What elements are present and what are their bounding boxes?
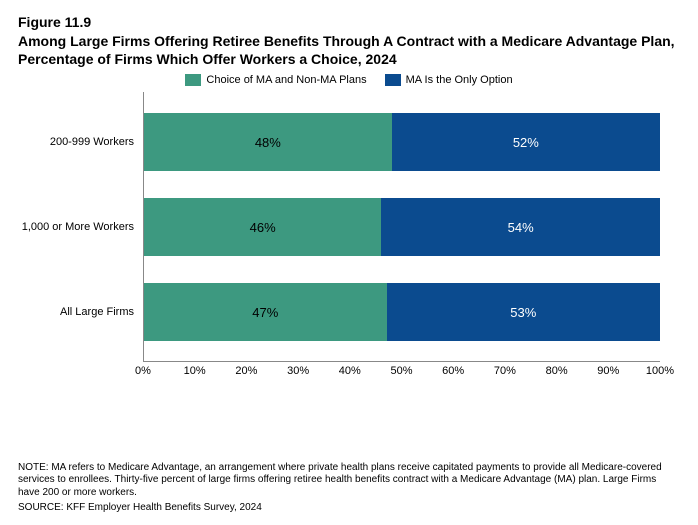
figure-title: Among Large Firms Offering Retiree Benef… [18, 32, 680, 68]
legend: Choice of MA and Non-MA Plans MA Is the … [18, 74, 680, 86]
x-tick-label: 0% [135, 365, 151, 377]
x-tick-label: 100% [646, 365, 674, 377]
footer: NOTE: MA refers to Medicare Advantage, a… [18, 462, 680, 514]
category-label: 1,000 or More Workers [14, 221, 134, 233]
bar-row: 1,000 or More Workers46%54% [144, 192, 660, 262]
legend-label-a: Choice of MA and Non-MA Plans [206, 74, 366, 86]
legend-label-b: MA Is the Only Option [406, 74, 513, 86]
legend-swatch-b [385, 74, 401, 86]
stacked-bar: 47%53% [144, 283, 660, 341]
bar-segment-only: 52% [392, 113, 660, 171]
x-tick-label: 40% [339, 365, 361, 377]
x-tick-label: 80% [546, 365, 568, 377]
x-tick-label: 70% [494, 365, 516, 377]
source-text: SOURCE: KFF Employer Health Benefits Sur… [18, 502, 680, 513]
note-text: NOTE: MA refers to Medicare Advantage, a… [18, 462, 680, 500]
bar-segment-only: 54% [381, 198, 660, 256]
bar-segment-choice: 48% [144, 113, 392, 171]
bar-segment-choice: 47% [144, 283, 387, 341]
legend-item-b: MA Is the Only Option [385, 74, 513, 86]
stacked-bar: 46%54% [144, 198, 660, 256]
x-tick-label: 60% [442, 365, 464, 377]
x-tick-label: 50% [390, 365, 412, 377]
chart-area: 200-999 Workers48%52% 1,000 or More Worke… [143, 92, 660, 362]
x-tick-label: 90% [597, 365, 619, 377]
category-label: All Large Firms [14, 306, 134, 318]
figure-number: Figure 11.9 [18, 14, 680, 30]
bar-segment-choice: 46% [144, 198, 381, 256]
legend-item-a: Choice of MA and Non-MA Plans [185, 74, 366, 86]
x-tick-label: 20% [235, 365, 257, 377]
x-axis: 0%10%20%30%40%50%60%70%80%90%100% [143, 362, 660, 382]
stacked-bar: 48%52% [144, 113, 660, 171]
legend-swatch-a [185, 74, 201, 86]
x-tick-label: 10% [184, 365, 206, 377]
bar-segment-only: 53% [387, 283, 660, 341]
category-label: 200-999 Workers [14, 136, 134, 148]
bar-row: 200-999 Workers48%52% [144, 107, 660, 177]
bar-row: All Large Firms47%53% [144, 277, 660, 347]
x-tick-label: 30% [287, 365, 309, 377]
